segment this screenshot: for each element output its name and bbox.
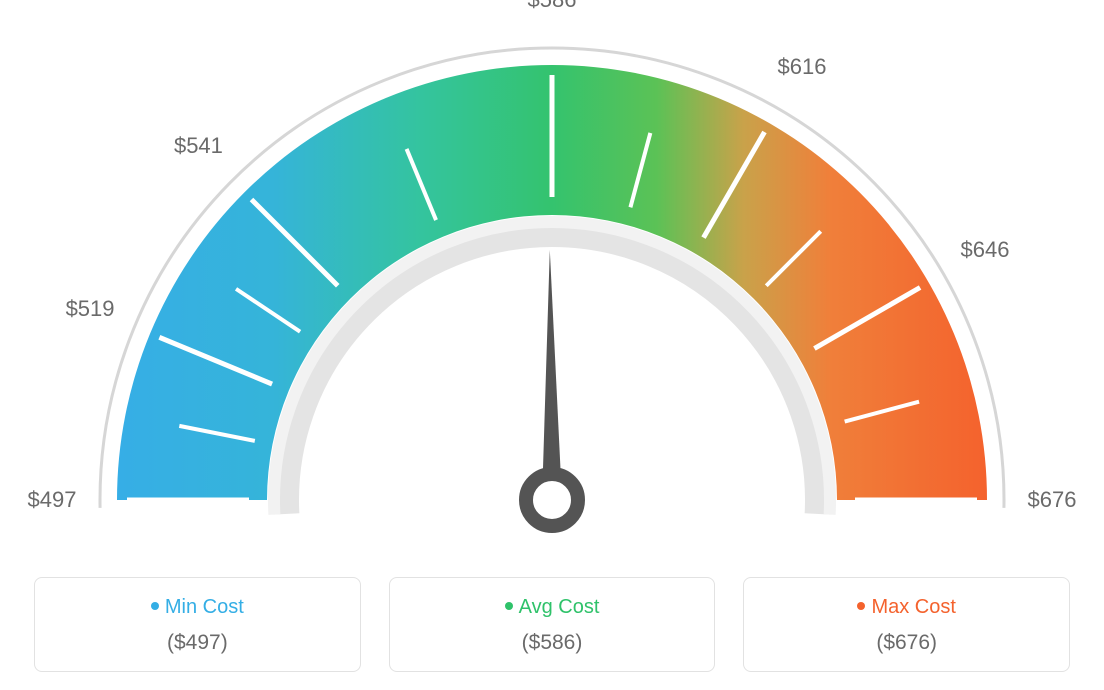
gauge-tick-label: $497	[28, 487, 77, 513]
dot-icon-min	[151, 602, 159, 610]
gauge-tick-label: $646	[961, 237, 1010, 263]
dot-icon-max	[857, 602, 865, 610]
dot-icon-avg	[505, 602, 513, 610]
gauge-tick-label: $676	[1028, 487, 1077, 513]
legend-value-min: ($497)	[45, 631, 350, 655]
legend-title-avg: Avg Cost	[400, 596, 705, 619]
legend-value-avg: ($586)	[400, 631, 705, 655]
legend-value-max: ($676)	[754, 631, 1059, 655]
legend-title-max: Max Cost	[754, 596, 1059, 619]
gauge-tick-label: $616	[778, 54, 827, 80]
legend-card-avg: Avg Cost ($586)	[389, 577, 716, 672]
gauge-svg	[0, 0, 1104, 560]
legend-card-max: Max Cost ($676)	[743, 577, 1070, 672]
legend-label-min: Min Cost	[165, 596, 244, 618]
legend-card-min: Min Cost ($497)	[34, 577, 361, 672]
gauge-tick-label: $586	[528, 0, 577, 13]
legend-row: Min Cost ($497) Avg Cost ($586) Max Cost…	[0, 577, 1104, 672]
gauge-tick-label: $519	[66, 296, 115, 322]
legend-label-max: Max Cost	[871, 596, 955, 618]
legend-title-min: Min Cost	[45, 596, 350, 619]
gauge-chart: $497 $519 $541 $586 $616 $646 $676	[0, 0, 1104, 560]
legend-label-avg: Avg Cost	[519, 596, 600, 618]
gauge-tick-label: $541	[174, 133, 223, 159]
